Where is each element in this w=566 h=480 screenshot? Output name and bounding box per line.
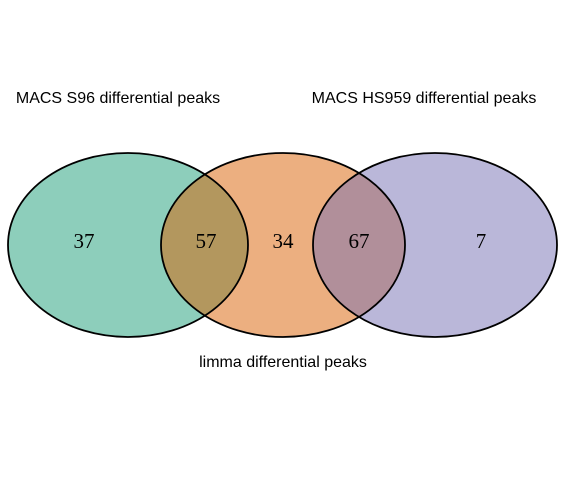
region-count-hs959-only: 7 (476, 229, 487, 253)
region-count-s96-only: 37 (74, 229, 95, 253)
set-limma-outline (160, 152, 406, 338)
region-count-limma-hs959: 67 (349, 229, 370, 253)
set-hs959-outline (312, 152, 558, 338)
set-label-s96: MACS S96 differential peaks (16, 90, 220, 107)
set-label-hs959: MACS HS959 differential peaks (312, 90, 537, 107)
set-label-limma: limma differential peaks (199, 354, 367, 371)
set-s96-outline (7, 152, 249, 338)
region-count-s96-limma: 57 (196, 229, 217, 253)
region-count-limma-only: 34 (273, 229, 295, 253)
set-hs959-fill (313, 153, 557, 337)
